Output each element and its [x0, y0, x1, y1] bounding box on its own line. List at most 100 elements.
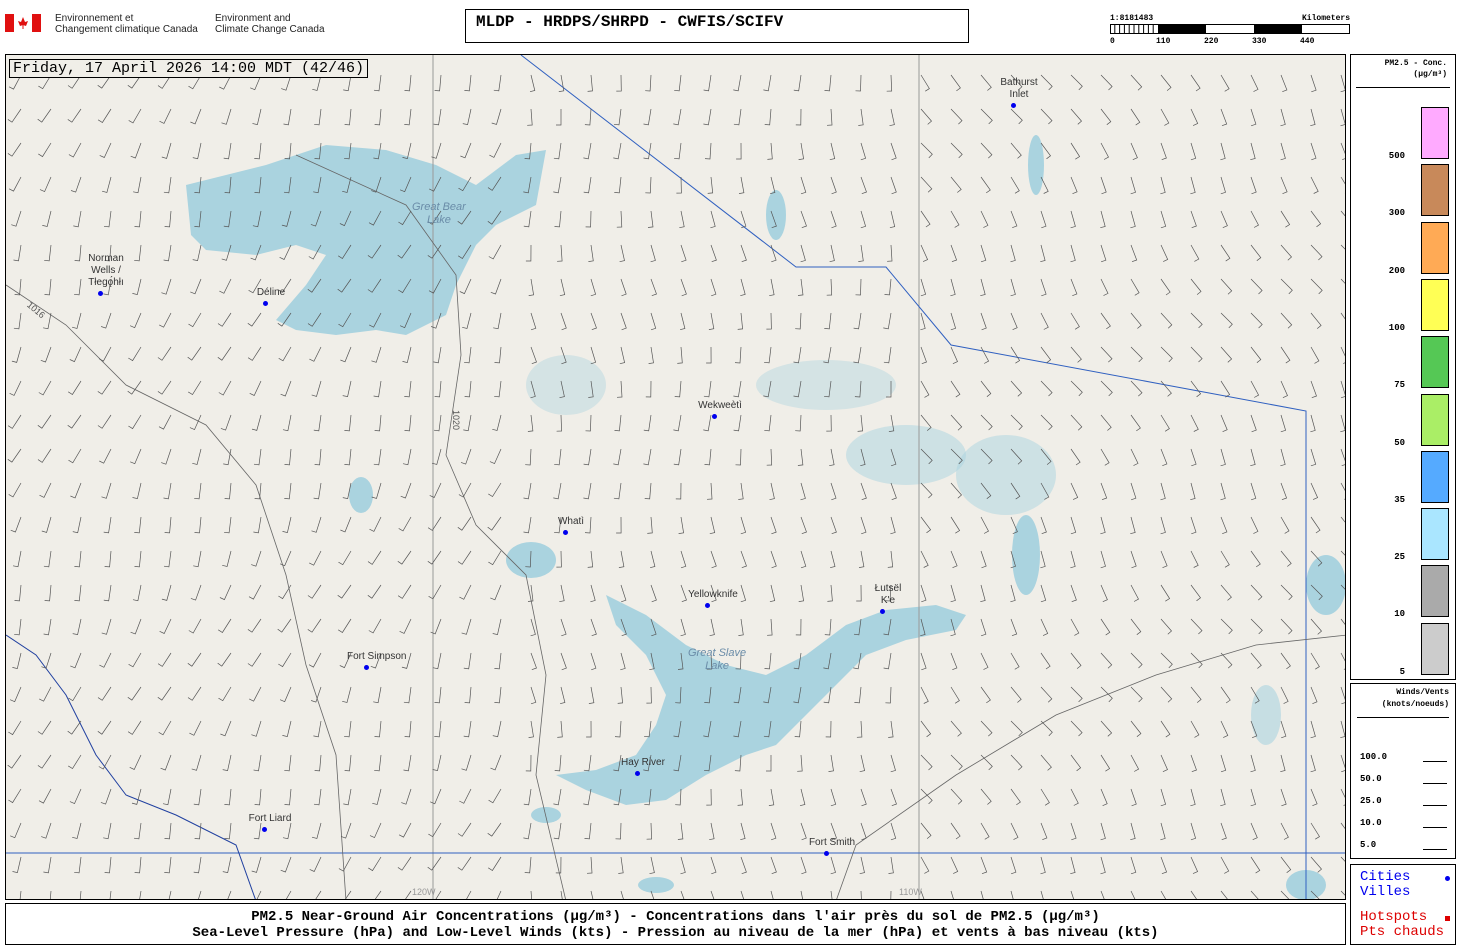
wind-barb: [371, 346, 382, 363]
wind-barb: [766, 312, 772, 330]
wind-barb: [13, 312, 22, 330]
wind-barb: [530, 312, 537, 331]
wind-barb: [678, 516, 685, 534]
wind-barb: [194, 482, 202, 500]
wind-barb: [800, 890, 803, 899]
city-marker[interactable]: [263, 301, 268, 306]
city-marker[interactable]: [262, 827, 267, 832]
wind-barb: [680, 312, 686, 331]
city-marker[interactable]: [635, 771, 640, 776]
map-canvas[interactable]: Great Bear Lake Great Slave Lake 1016 1020…: [5, 54, 1346, 900]
wind-barb: [338, 550, 352, 566]
city-marker[interactable]: [705, 603, 710, 608]
wind-barb: [307, 312, 322, 327]
wind-barb: [282, 720, 292, 738]
wind-barb: [1100, 142, 1109, 160]
wind-barb: [1010, 414, 1023, 431]
wind-barb: [79, 890, 82, 899]
wind-barb: [1130, 822, 1136, 841]
wind-barb: [277, 312, 292, 327]
legend-label: 500: [1388, 151, 1405, 161]
wind-barb: [39, 482, 52, 498]
wind-barb: [222, 550, 232, 567]
wind-barb: [1340, 516, 1345, 523]
wind-barb: [890, 754, 896, 773]
wind-barb: [733, 720, 742, 738]
wind-barb: [399, 176, 412, 193]
wind-barb: [620, 618, 627, 637]
wind-barb: [131, 788, 142, 805]
wind-barb: [853, 618, 862, 636]
wind-barb: [402, 346, 412, 364]
wind-barb: [680, 278, 687, 297]
wind-barb: [194, 516, 202, 534]
wind-barb: [887, 550, 894, 568]
wind-barb: [218, 380, 232, 396]
wind-barb: [367, 278, 382, 293]
wind-barb: [677, 652, 684, 670]
wind-barb: [619, 244, 625, 263]
wind-barb: [399, 312, 412, 329]
wind-barb: [278, 584, 292, 600]
wind-barb: [344, 414, 352, 432]
wind-barb: [1190, 380, 1202, 398]
city-marker[interactable]: [1011, 103, 1016, 108]
wind-barb-icon: [1423, 827, 1447, 828]
city-label: Fort Smith: [808, 837, 856, 848]
wind-barb: [307, 584, 322, 599]
wind-barb: [950, 686, 960, 704]
wind-barb: [854, 686, 862, 704]
wind-barb: [616, 516, 622, 534]
wind-barb: [1220, 312, 1233, 329]
wind-barb: [733, 686, 742, 704]
wind-barb: [427, 856, 442, 871]
wind-barb: [799, 788, 806, 807]
city-marker[interactable]: [824, 851, 829, 856]
wind-barb: [1310, 312, 1322, 329]
wind-barb: [41, 652, 52, 669]
hotspot-square-icon: [1445, 916, 1450, 921]
wind-barb: [1040, 312, 1049, 330]
wind-barb: [187, 686, 202, 701]
wind-barb: [1070, 890, 1075, 899]
wind-barb: [708, 312, 715, 330]
city-marker[interactable]: [364, 665, 369, 670]
wind-barb: [397, 550, 412, 565]
wind-barb: [434, 720, 442, 738]
wind-barb: [102, 176, 112, 193]
wind-barb: [740, 856, 747, 875]
wind-barb: [647, 210, 654, 228]
wind-barb: [1250, 210, 1259, 228]
wind-barb: [710, 890, 715, 899]
wind-barb: [1130, 380, 1143, 397]
wind-barb: [251, 720, 262, 737]
wind-barb: [104, 550, 112, 568]
wind-barb: [1250, 890, 1259, 899]
wind-barb: [337, 278, 352, 293]
city-marker[interactable]: [712, 414, 717, 419]
wind-barb: [11, 210, 22, 227]
wind-barb: [980, 822, 990, 840]
city-marker[interactable]: [563, 530, 568, 535]
legend-label: 5: [1399, 666, 1405, 677]
wind-barb: [1250, 142, 1256, 161]
wind-barb: [1220, 822, 1227, 841]
wind-barb: [1340, 686, 1345, 705]
wind-barb: [920, 278, 927, 297]
wind-barb: [1280, 550, 1292, 567]
city-marker[interactable]: [98, 291, 103, 296]
wind-barb: [314, 448, 322, 466]
org-name-fr: Environnement et Changement climatique Ca…: [55, 13, 198, 35]
wind-barb: [10, 516, 22, 533]
wind-barb: [1250, 788, 1256, 807]
legend-label: 75: [1394, 380, 1405, 391]
wind-barb: [1190, 142, 1197, 161]
wind-barb: [100, 788, 112, 805]
wind-barb: [950, 448, 963, 465]
wind-barb: [224, 516, 232, 534]
wind-barb: [795, 312, 802, 330]
wind-barb: [980, 754, 993, 771]
city-marker[interactable]: [880, 609, 885, 614]
wind-barb: [373, 380, 382, 398]
wind-barb: [98, 346, 112, 362]
